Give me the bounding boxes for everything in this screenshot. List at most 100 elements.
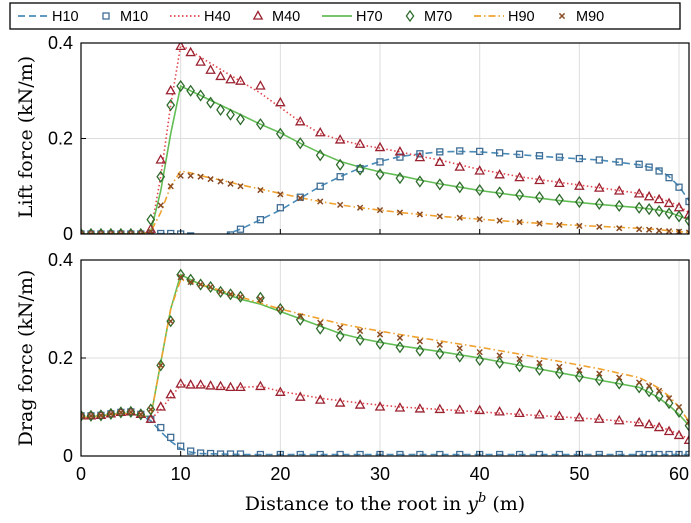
- data-point-M90: [436, 341, 443, 348]
- data-point-M90: [516, 355, 523, 363]
- series-line-H90: [81, 278, 689, 423]
- data-point-M90: [576, 367, 583, 374]
- data-point-M40: [155, 154, 167, 164]
- x-tick-label: 30: [370, 464, 390, 484]
- data-point-M70: [555, 367, 564, 380]
- data-point-M70: [644, 385, 654, 398]
- x-tick-label: 60: [669, 464, 689, 484]
- x-tick-label: 20: [270, 464, 290, 484]
- data-point-M40: [414, 403, 426, 413]
- data-point-M70: [455, 350, 465, 363]
- data-point-M70: [654, 204, 664, 218]
- data-point-M70: [226, 108, 235, 121]
- data-point-M90: [177, 274, 184, 281]
- data-point-M90: [81, 230, 85, 234]
- legend-label: H40: [204, 9, 231, 25]
- data-point-M10: [665, 450, 673, 456]
- data-point-M90: [257, 296, 264, 303]
- data-point-M90: [127, 408, 134, 416]
- data-point-M70: [156, 170, 166, 183]
- legend-entry-M90: M90: [558, 9, 604, 25]
- data-point-M90: [167, 318, 174, 325]
- legend-entry-M40: M40: [252, 9, 300, 25]
- data-point-M90: [147, 406, 154, 413]
- data-point-M40: [235, 75, 246, 85]
- data-point-M40: [683, 434, 689, 444]
- data-point-M90: [227, 180, 234, 187]
- legend-swatch: [558, 12, 566, 20]
- data-point-M40: [593, 413, 605, 423]
- data-point-M70: [574, 370, 584, 383]
- data-point-M40: [354, 138, 366, 148]
- data-point-M10: [107, 230, 115, 234]
- data-point-M40: [613, 414, 625, 425]
- data-point-M90: [87, 412, 95, 419]
- data-point-M90: [157, 362, 164, 369]
- data-point-M40: [534, 174, 545, 185]
- data-point-M70: [395, 341, 405, 354]
- data-point-M40: [394, 146, 406, 156]
- data-point-M40: [294, 115, 306, 126]
- data-point-M70: [644, 203, 654, 216]
- data-point-M70: [614, 199, 624, 212]
- data-point-M90: [87, 230, 95, 234]
- legend-entry-M70: M70: [405, 9, 452, 25]
- data-point-M70: [674, 210, 684, 223]
- data-point-M90: [217, 178, 224, 185]
- data-point-M40: [394, 402, 406, 412]
- data-point-M10: [236, 225, 245, 233]
- data-point-M40: [275, 96, 286, 107]
- data-point-M40: [95, 409, 107, 419]
- data-point-M90: [277, 305, 284, 313]
- data-point-M40: [494, 406, 505, 416]
- legend-entry-M10: M10: [102, 9, 148, 25]
- data-point-M10: [685, 450, 689, 456]
- y-tick-label: 0: [63, 446, 73, 466]
- data-point-M90: [207, 283, 214, 291]
- data-point-M40: [314, 126, 326, 137]
- data-point-M40: [81, 228, 85, 234]
- data-point-M10: [186, 232, 195, 234]
- data-point-M40: [574, 180, 585, 190]
- data-point-M10: [515, 150, 524, 158]
- data-point-M40: [354, 399, 366, 409]
- data-point-M70: [355, 333, 365, 346]
- data-point-M10: [416, 450, 424, 456]
- data-point-M70: [146, 213, 156, 226]
- data-point-M10: [276, 204, 284, 212]
- data-point-M40: [175, 378, 186, 388]
- data-point-M40: [125, 406, 137, 416]
- data-point-M40: [534, 409, 545, 419]
- data-point-M90: [516, 218, 523, 226]
- data-point-M90: [337, 201, 344, 209]
- data-point-M90: [576, 222, 583, 230]
- data-point-M10: [196, 449, 205, 456]
- data-point-M90: [396, 334, 404, 342]
- series-line-H40: [81, 384, 689, 440]
- data-point-M70: [275, 127, 285, 140]
- data-point-M90: [217, 288, 224, 295]
- legend-entry-H40: H40: [170, 9, 231, 25]
- data-point-M10: [615, 158, 623, 166]
- data-point-M10: [127, 230, 135, 234]
- data-point-M40: [454, 404, 466, 414]
- data-point-M70: [196, 89, 206, 102]
- data-point-M10: [198, 235, 204, 241]
- data-point-M70: [186, 273, 196, 286]
- data-point-M40: [155, 401, 167, 411]
- data-point-M10: [376, 158, 384, 166]
- data-point-M90: [646, 226, 653, 233]
- data-point-M70: [634, 201, 644, 214]
- data-point-M90: [416, 338, 424, 345]
- data-point-M10: [296, 450, 304, 456]
- data-point-M70: [315, 149, 325, 162]
- data-point-M90: [556, 221, 563, 229]
- data-point-M90: [237, 183, 244, 190]
- data-point-M40: [554, 410, 565, 420]
- data-point-M40: [434, 403, 446, 414]
- data-point-M90: [227, 291, 234, 298]
- data-point-M90: [297, 195, 304, 202]
- data-point-M70: [475, 353, 485, 367]
- data-point-M70: [256, 291, 265, 304]
- data-point-M10: [336, 173, 344, 181]
